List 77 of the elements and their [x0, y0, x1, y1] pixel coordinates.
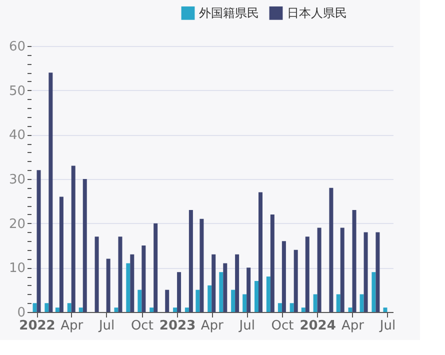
bar — [301, 308, 306, 312]
bar — [138, 290, 142, 312]
x-tick-label: 2022 — [19, 318, 56, 334]
bar — [196, 290, 200, 312]
bar — [352, 210, 356, 312]
bar — [173, 308, 178, 312]
bar — [55, 308, 60, 312]
legend-label: 日本人県民 — [287, 6, 347, 20]
bar — [188, 210, 193, 312]
bar — [348, 308, 352, 312]
x-tick-label: Apr — [60, 318, 84, 334]
bar — [340, 228, 344, 312]
x-tick-label: Jul — [378, 318, 396, 334]
x-tick-label: 2023 — [159, 318, 196, 334]
x-tick-label: Apr — [200, 318, 224, 334]
bar — [126, 263, 130, 312]
bar — [383, 308, 388, 312]
bar — [360, 294, 364, 312]
bar — [376, 232, 380, 312]
bar — [165, 290, 170, 312]
bar — [246, 268, 251, 312]
bar — [208, 285, 212, 312]
x-tick-label: 2024 — [300, 318, 336, 334]
x-tick-label: Oct — [130, 318, 154, 334]
bar — [32, 303, 37, 312]
y-tick-label: 40 — [8, 128, 26, 144]
y-tick-label: 10 — [8, 261, 26, 276]
bar — [231, 290, 236, 312]
bar — [82, 179, 87, 312]
bar — [305, 236, 310, 312]
bar — [254, 280, 258, 312]
bar — [212, 254, 216, 312]
y-tick-label: 20 — [8, 216, 26, 232]
bar — [150, 308, 154, 312]
x-tick-label: Apr — [342, 318, 365, 334]
bar — [336, 294, 340, 312]
bar — [200, 218, 204, 312]
bar — [317, 228, 322, 312]
bar — [114, 308, 118, 312]
y-tick-label: 30 — [8, 172, 26, 188]
bar — [130, 254, 134, 312]
bar — [142, 246, 146, 312]
bar — [36, 170, 41, 312]
bar — [118, 236, 122, 312]
bar — [94, 236, 99, 312]
bar — [270, 214, 274, 312]
bar — [184, 308, 189, 312]
bar — [294, 250, 298, 312]
y-tick-label: 60 — [8, 40, 26, 54]
x-tick-label: Jul — [238, 318, 255, 334]
bar — [258, 192, 262, 312]
bar — [282, 241, 286, 312]
bar — [106, 258, 110, 312]
bar — [329, 188, 334, 312]
bar — [223, 263, 228, 312]
x-tick-label: Jul — [98, 318, 115, 334]
bar — [242, 294, 247, 312]
bar — [372, 272, 376, 312]
bar — [177, 272, 182, 312]
bar — [219, 272, 224, 312]
y-tick-label: 0 — [17, 306, 26, 320]
bar — [266, 276, 270, 312]
bar — [278, 303, 282, 312]
y-tick-label: 50 — [8, 84, 26, 99]
bar — [154, 223, 158, 312]
legend-label: 外国籍県民 — [199, 6, 259, 20]
bar — [59, 196, 64, 312]
bar — [48, 72, 53, 312]
bar — [71, 166, 76, 312]
bar — [290, 303, 294, 312]
bar — [364, 232, 368, 312]
bar — [313, 294, 318, 312]
bar — [235, 254, 240, 312]
bar — [44, 303, 49, 312]
x-tick-label: Oct — [271, 318, 294, 334]
bar — [67, 303, 72, 312]
bar — [78, 308, 83, 312]
